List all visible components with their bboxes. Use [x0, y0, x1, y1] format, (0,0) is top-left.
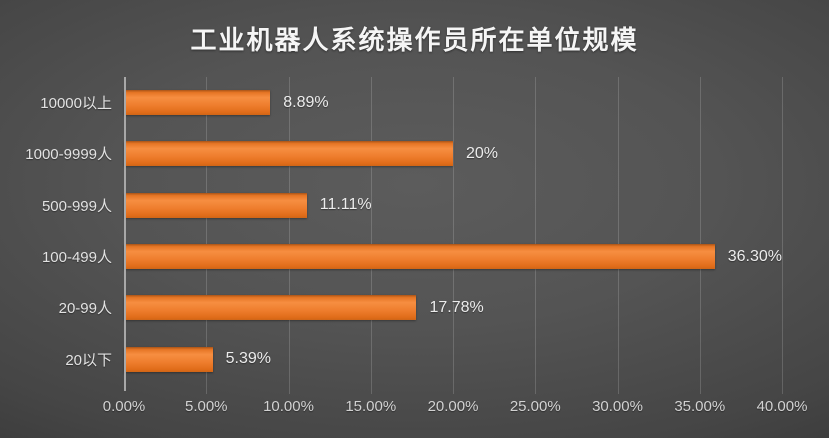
x-tick-label: 30.00% [592, 398, 643, 415]
x-tick-label: 10.00% [263, 398, 314, 415]
bar [124, 141, 453, 167]
gridline [535, 77, 537, 395]
category-label: 1000-9999人 [25, 146, 112, 164]
x-tick-label: 0.00% [102, 398, 146, 415]
x-tick-label: 15.00% [345, 398, 397, 415]
bar [124, 192, 307, 218]
x-tick-label: 25.00% [509, 398, 561, 415]
x-tick-label: 40.00% [756, 398, 808, 415]
gridline [288, 77, 290, 395]
bar-value-label: 36.30% [727, 247, 782, 265]
bar-row: 17.78% [124, 282, 782, 333]
category-label: 500-999人 [41, 197, 112, 215]
bar [124, 346, 213, 372]
bar [124, 295, 417, 321]
bar-value-label: 5.39% [225, 350, 272, 368]
bar-row: 11.11% [124, 180, 782, 231]
bar-row: 36.30% [124, 231, 782, 282]
x-tick-label: 5.00% [184, 398, 228, 415]
bar [124, 90, 271, 116]
bar-value-label: 17.78% [429, 298, 484, 316]
gridline [617, 77, 619, 395]
bar-value-label: 11.11% [319, 196, 372, 214]
gridline [453, 77, 454, 395]
bar-row: 5.39% [124, 334, 782, 385]
category-label: 20以下 [65, 351, 112, 369]
y-axis-line [124, 77, 126, 391]
x-tick-label: 35.00% [674, 398, 726, 415]
x-tick-label: 20.00% [427, 398, 479, 415]
bar-row: 8.89% [124, 77, 782, 128]
category-label: 20-99人 [58, 300, 112, 318]
gridline [206, 77, 208, 395]
bar-value-label: 20% [466, 144, 499, 162]
gridline [699, 77, 701, 395]
gridline [782, 77, 783, 395]
plot-area: 8.89% 20% 11.11% 36.30% 17.78% 5.39% [124, 77, 783, 395]
category-label: 100-499人 [41, 249, 112, 267]
gridline [370, 77, 372, 395]
bar-row: 20% [124, 128, 782, 179]
y-axis-labels: 10000以上 1000-9999人 500-999人 100-499人 20-99人 2… [0, 77, 112, 385]
bar-value-label: 8.89% [283, 93, 329, 111]
category-label: 10000以上 [40, 95, 112, 113]
chart-title: 工业机器人系统操作员所在单位规模 [190, 25, 639, 55]
x-axis-labels: 0.00% 5.00% 10.00% 15.00% 20.00% 25.00% 30.00%… [103, 398, 808, 422]
bar [124, 244, 715, 270]
